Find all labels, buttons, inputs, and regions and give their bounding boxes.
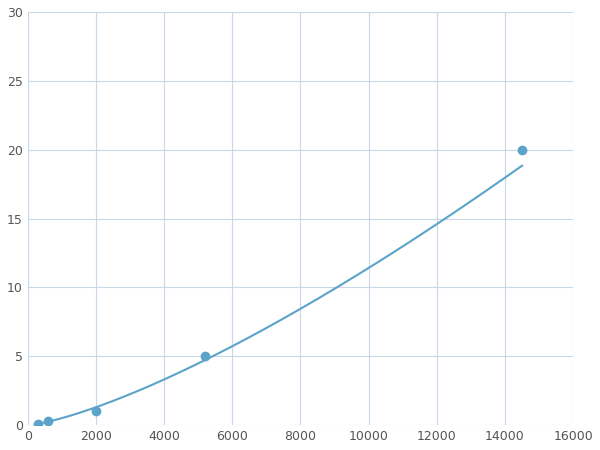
Point	[91, 408, 101, 415]
Point	[33, 420, 43, 427]
Point	[517, 146, 527, 153]
Point	[200, 353, 210, 360]
Point	[43, 418, 53, 425]
